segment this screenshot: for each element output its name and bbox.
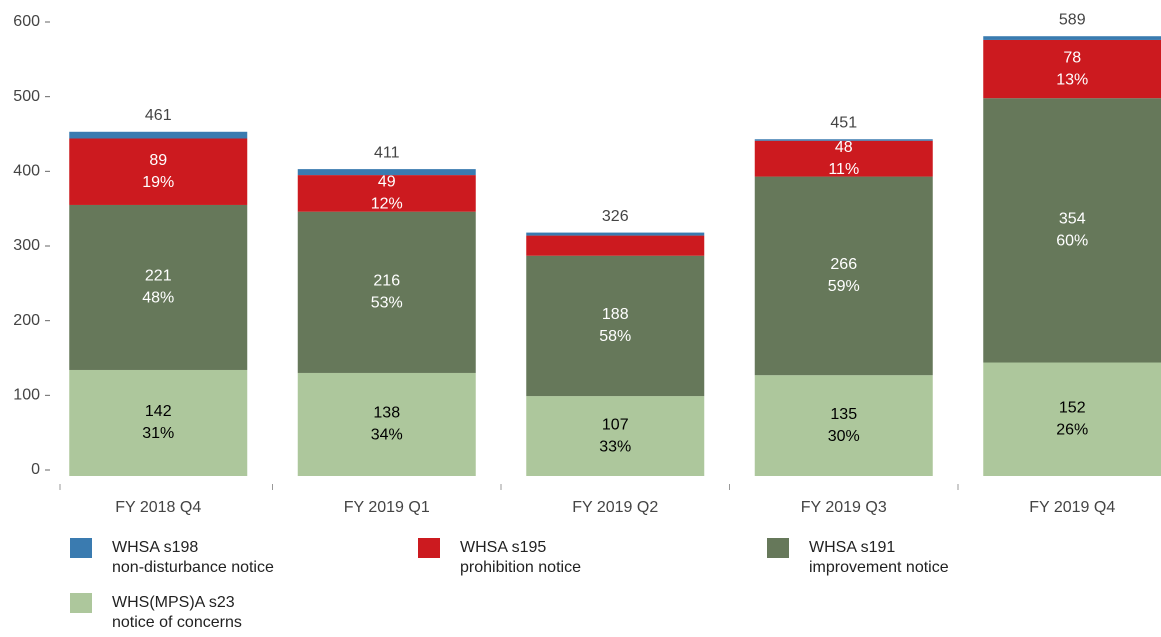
bar-segment xyxy=(297,211,476,373)
value-label: 138 xyxy=(373,405,400,422)
percent-label: 13% xyxy=(1056,71,1088,88)
bar-segment xyxy=(983,36,1161,40)
bar-segment xyxy=(69,204,248,370)
percent-label: 60% xyxy=(1056,233,1088,250)
bar-segment xyxy=(526,235,705,256)
total-label: 326 xyxy=(602,208,629,225)
value-label: 48 xyxy=(835,139,853,156)
percent-label: 31% xyxy=(142,425,174,442)
x-tick-label: FY 2019 Q3 xyxy=(801,499,887,516)
bar-segment xyxy=(297,372,476,476)
y-tick-label: 200 xyxy=(13,312,40,329)
x-tick-label: FY 2019 Q2 xyxy=(572,499,658,516)
x-tick-label: FY 2018 Q4 xyxy=(115,499,201,516)
bar-segment xyxy=(983,39,1161,99)
chart: 0 100 200 300 400 500 600 FY 2018 Q4 142 31% 221 48… xyxy=(13,11,1161,516)
bar-segment xyxy=(754,140,933,177)
legend-label: WHS(MPS)A s23 notice of concerns xyxy=(112,594,242,631)
x-tick-label: FY 2019 Q4 xyxy=(1029,499,1115,516)
percent-label: 58% xyxy=(599,328,631,345)
legend-swatch xyxy=(418,538,440,558)
legend-label: WHSA s191 improvement notice xyxy=(809,539,949,576)
total-label: 461 xyxy=(145,107,172,124)
total-label: 411 xyxy=(374,144,400,161)
value-label: 266 xyxy=(830,256,857,273)
value-label: 221 xyxy=(145,268,172,285)
value-label: 152 xyxy=(1059,399,1086,416)
y-tick-label: 0 xyxy=(31,461,40,478)
y-tick-label: 100 xyxy=(13,387,40,404)
percent-label: 33% xyxy=(599,438,631,455)
percent-label: 11% xyxy=(828,161,859,178)
bar-segment xyxy=(754,176,933,376)
value-label: 354 xyxy=(1059,211,1086,228)
percent-label: 30% xyxy=(828,428,860,445)
y-tick-label: 300 xyxy=(13,237,40,254)
y-tick-label: 400 xyxy=(13,163,40,180)
value-label: 142 xyxy=(145,403,172,420)
percent-label: 53% xyxy=(371,295,403,312)
value-label: 78 xyxy=(1063,49,1081,66)
total-label: 589 xyxy=(1059,11,1086,28)
percent-label: 48% xyxy=(142,290,174,307)
value-label: 216 xyxy=(373,273,400,290)
percent-label: 19% xyxy=(142,174,174,191)
y-tick-label: 500 xyxy=(13,88,40,105)
y-tick-label: 600 xyxy=(13,13,40,30)
legend-swatch xyxy=(767,538,789,558)
bar-segment xyxy=(754,139,933,141)
bar-segment xyxy=(526,232,705,236)
value-label: 188 xyxy=(602,306,629,323)
legend-label: WHSA s198 non-disturbance notice xyxy=(112,539,274,576)
bar-segment xyxy=(983,362,1161,476)
percent-label: 12% xyxy=(371,196,403,213)
legend-label: WHSA s195 prohibition notice xyxy=(460,539,581,576)
bar-segment xyxy=(297,169,476,176)
bar-segment xyxy=(69,131,248,139)
bar-segment xyxy=(69,369,248,476)
bar-segment xyxy=(297,175,476,212)
percent-label: 34% xyxy=(371,427,403,444)
bar-segment xyxy=(526,255,705,397)
bar-segment xyxy=(983,98,1161,363)
value-label: 89 xyxy=(149,152,167,169)
bar-segment xyxy=(754,375,933,476)
legend-item: WHSA s198 non-disturbance notice xyxy=(70,538,274,578)
total-label: 451 xyxy=(830,114,857,131)
legend-item: WHSA s191 improvement notice xyxy=(767,538,949,578)
legend-swatch xyxy=(70,593,92,613)
legend-item: WHSA s195 prohibition notice xyxy=(418,538,581,578)
value-label: 107 xyxy=(602,416,629,433)
value-label: 135 xyxy=(830,406,857,423)
x-tick-label: FY 2019 Q1 xyxy=(344,499,430,516)
bar-segment xyxy=(526,396,705,476)
legend-swatch xyxy=(70,538,92,558)
bar-segment xyxy=(69,138,248,205)
percent-label: 26% xyxy=(1056,421,1088,438)
legend-item: WHS(MPS)A s23 notice of concerns xyxy=(70,593,242,633)
percent-label: 59% xyxy=(828,278,860,295)
value-label: 49 xyxy=(378,174,396,191)
